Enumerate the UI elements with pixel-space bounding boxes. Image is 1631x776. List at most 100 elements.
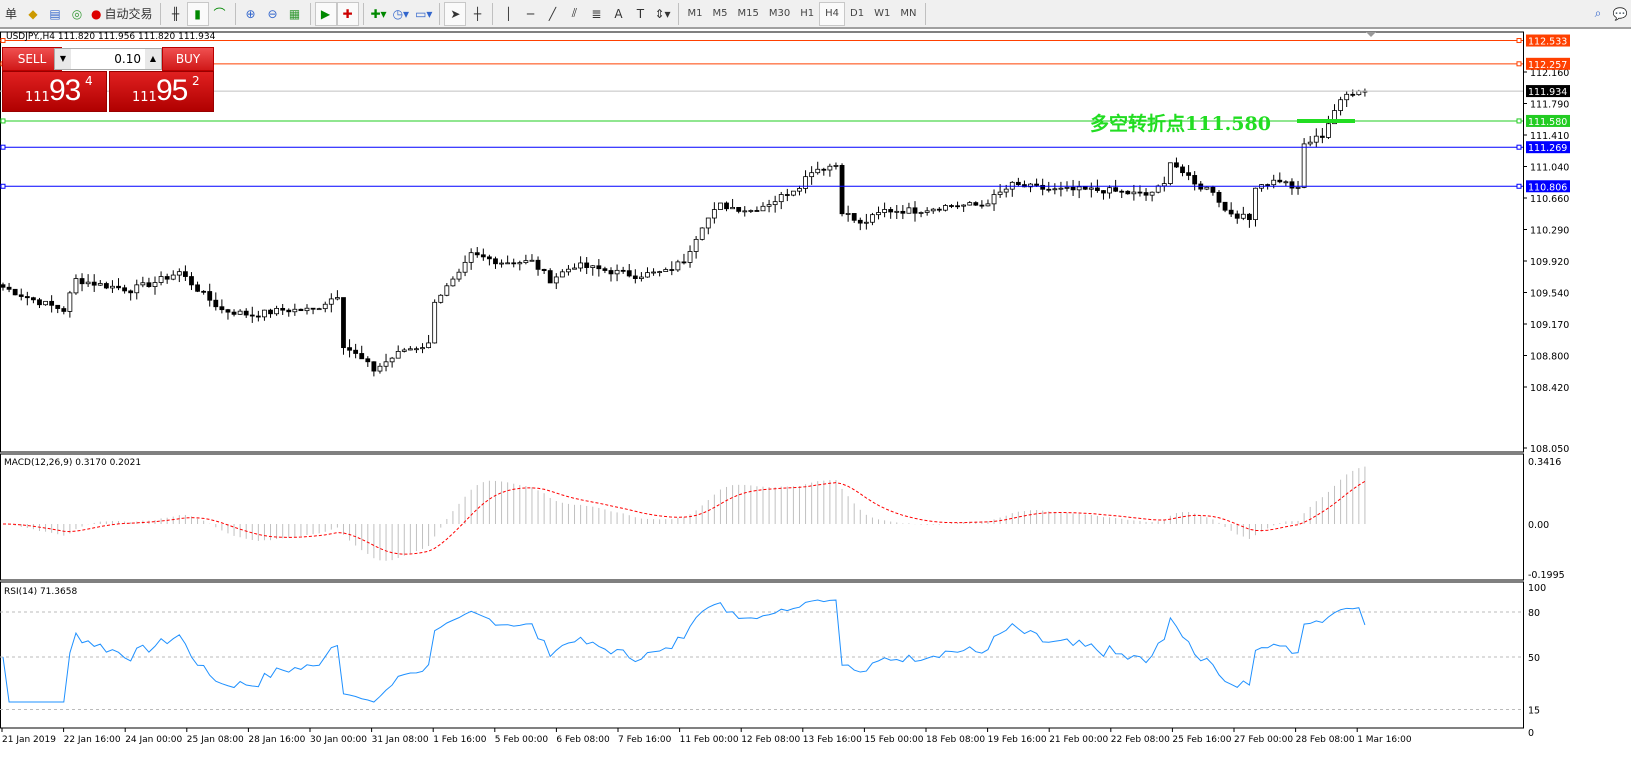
- pivot-annotation: 多空转折点111.580: [1090, 113, 1271, 135]
- price-tick-label: 110.290: [1530, 226, 1569, 237]
- rsi-tick-label: 80: [1528, 608, 1540, 619]
- navigator-icon[interactable]: ▤: [49, 6, 61, 21]
- candle-bull: [262, 309, 267, 318]
- divider: [309, 2, 311, 25]
- zoom-out-icon[interactable]: ⊖: [267, 6, 278, 21]
- auto-trade-button[interactable]: ● 自动交易: [88, 2, 156, 26]
- vertical-line-icon[interactable]: │: [504, 6, 513, 21]
- candle-bear: [949, 205, 954, 207]
- candlestick-icon[interactable]: ▮: [186, 1, 209, 26]
- candle-bull: [967, 202, 973, 206]
- signal-icon[interactable]: ◎: [71, 6, 83, 21]
- timeframe-w1[interactable]: W1: [874, 8, 891, 19]
- timeframe-m15[interactable]: M15: [737, 8, 759, 19]
- time-tick-label: 22 Jan 16:00: [64, 735, 121, 745]
- sell-button[interactable]: SELL: [2, 47, 62, 71]
- time-tick-label: 13 Feb 16:00: [803, 735, 862, 745]
- auto-scroll-icon[interactable]: ▶: [314, 1, 337, 26]
- candle-bear: [1125, 190, 1131, 195]
- trendline-icon[interactable]: ╱: [548, 6, 557, 21]
- text-label-icon[interactable]: T: [636, 6, 645, 21]
- time-tick-label: 28 Jan 16:00: [248, 735, 305, 745]
- rsi-tick-label: 50: [1528, 653, 1540, 664]
- candle-bull: [395, 351, 401, 359]
- candle-bear: [1119, 190, 1125, 193]
- zoom-in-icon[interactable]: ⊕: [245, 6, 256, 21]
- candle-bull: [1344, 93, 1350, 101]
- candle-bull: [85, 281, 91, 285]
- candle-bull: [778, 194, 784, 203]
- candles: [0, 88, 1368, 377]
- chat-icon[interactable]: 💬: [1612, 6, 1628, 21]
- candle-bear: [249, 314, 255, 317]
- candle-bear: [1289, 181, 1295, 189]
- divider: [159, 2, 161, 25]
- candle-bull: [645, 272, 650, 278]
- candle-bull: [499, 262, 504, 265]
- buy-button[interactable]: BUY: [162, 47, 214, 71]
- line-handle: [1516, 144, 1522, 150]
- candle-bull: [426, 342, 432, 349]
- candle-bull: [316, 308, 322, 311]
- lot-increase-icon[interactable]: ▲: [145, 49, 161, 69]
- buy-price-pip: 2: [192, 74, 200, 88]
- candle-bull: [906, 207, 912, 214]
- candle-bear: [480, 254, 486, 258]
- cursor-icon[interactable]: ➤: [444, 1, 467, 26]
- timeframe-m5[interactable]: M5: [712, 8, 728, 19]
- bar-chart-icon[interactable]: ╫: [171, 6, 180, 21]
- crosshair-icon[interactable]: ┼: [473, 6, 482, 21]
- timeframe-m30[interactable]: M30: [768, 8, 791, 19]
- chart-area[interactable]: 112.160 111.790 111.410 111.040 110.660 110.2…: [0, 31, 1631, 776]
- candle-bear: [608, 270, 614, 275]
- candle-bear: [49, 300, 55, 306]
- price-panel-frame: [0, 31, 1524, 453]
- timeframe-m1[interactable]: M1: [687, 8, 703, 19]
- time-tick-label: 21 Jan 2019: [2, 735, 56, 745]
- candle-bull: [389, 357, 395, 363]
- timeframe-d1[interactable]: D1: [850, 8, 865, 19]
- candle-bull: [924, 210, 930, 213]
- divider: [439, 2, 441, 25]
- candle-bull: [407, 348, 413, 351]
- timeframe-h4[interactable]: H4: [819, 1, 846, 26]
- time-tick-label: 18 Feb 08:00: [926, 735, 985, 745]
- candle-bull: [73, 278, 79, 294]
- candle-bull: [943, 205, 948, 211]
- lot-value[interactable]: 0.10: [114, 52, 141, 66]
- candle-bear: [195, 284, 200, 292]
- timeframe-mn[interactable]: MN: [900, 8, 917, 19]
- candle-bull: [1107, 187, 1112, 194]
- sell-price[interactable]: 111 93 4: [2, 71, 107, 112]
- candle-bull: [1301, 143, 1307, 188]
- buy-price[interactable]: 111 95 2: [109, 71, 214, 112]
- equidistant-channel-icon[interactable]: ⫽: [571, 6, 578, 20]
- timeframe-h1[interactable]: H1: [800, 8, 815, 19]
- candle-bear: [1113, 187, 1119, 192]
- candle-bull: [803, 176, 808, 189]
- line-handle: [0, 118, 6, 124]
- line-chart-icon[interactable]: ⌒: [213, 7, 226, 21]
- chart-shift-icon[interactable]: ✚: [336, 1, 359, 26]
- candle-bear: [61, 308, 67, 312]
- chart-title: USDJPY.,H4 111.820 111.956 111.820 111.9…: [6, 32, 216, 42]
- search-icon[interactable]: ⌕: [1594, 6, 1602, 20]
- tile-windows-icon[interactable]: ▦: [288, 6, 301, 21]
- candle-bear: [955, 205, 960, 208]
- indicators-icon[interactable]: ✚▾: [370, 6, 387, 21]
- fibonacci-icon[interactable]: ≣: [591, 6, 602, 21]
- candle-bull: [590, 265, 596, 268]
- periods-icon[interactable]: ◷▾: [392, 6, 410, 21]
- candle-bull: [523, 260, 529, 263]
- lot-decrease-icon[interactable]: ▼: [55, 49, 71, 69]
- candle-bull: [1052, 188, 1058, 191]
- horizontal-line-icon[interactable]: ─: [526, 6, 535, 21]
- templates-icon[interactable]: ▭▾: [415, 6, 433, 21]
- lot-size-field[interactable]: ▼ 0.10 ▲: [54, 48, 162, 70]
- text-icon[interactable]: A: [614, 6, 623, 21]
- candle-bull: [572, 267, 577, 270]
- candle-bear: [632, 275, 638, 279]
- candle-bull: [1240, 213, 1246, 219]
- market-watch-icon[interactable]: ◆: [28, 6, 38, 21]
- arrows-icon[interactable]: ⇕▾: [654, 6, 671, 21]
